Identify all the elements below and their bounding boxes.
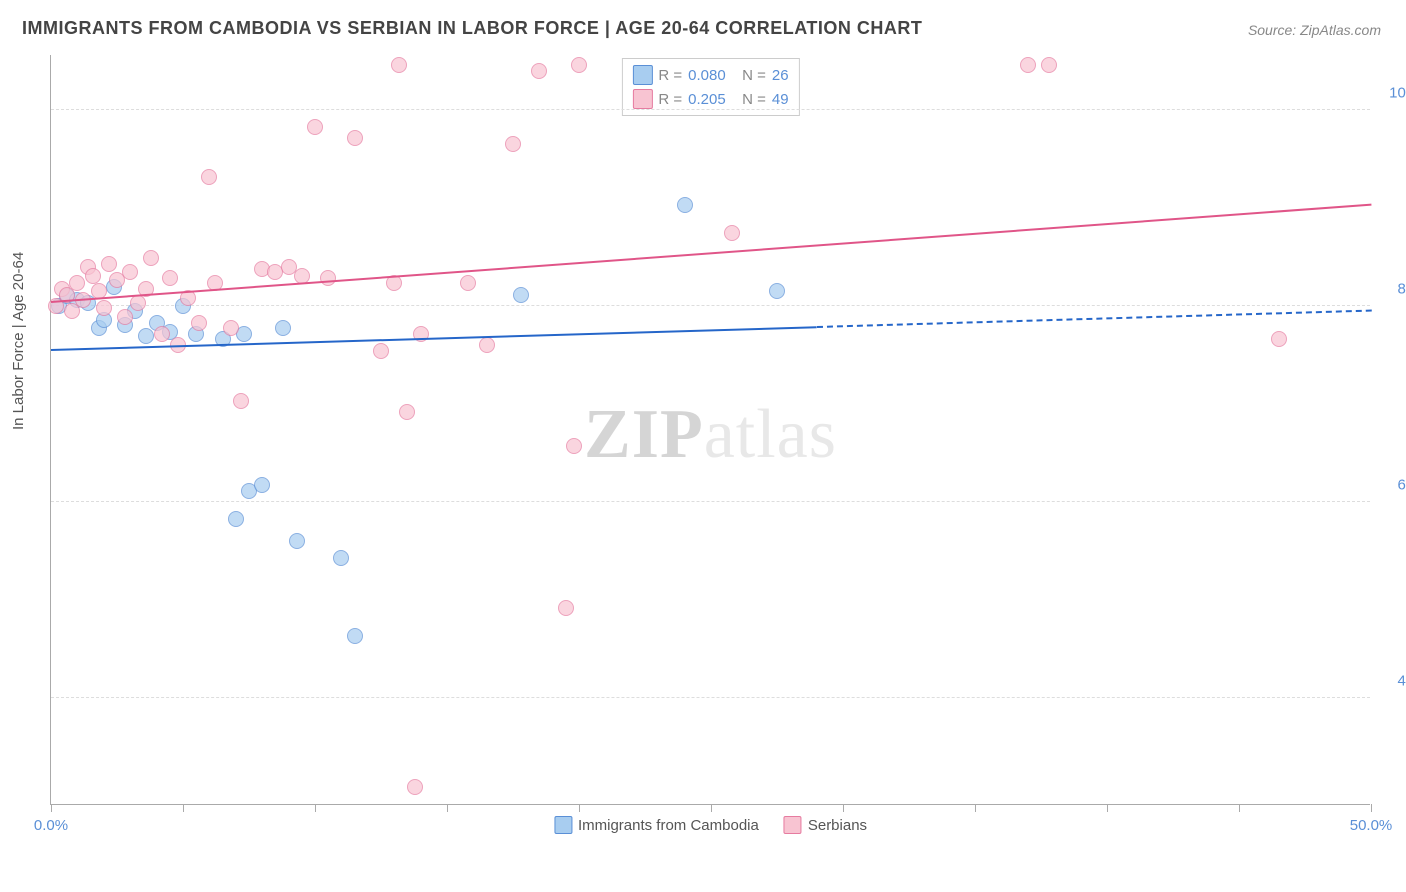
data-point	[373, 343, 389, 359]
data-point	[505, 136, 521, 152]
x-tick	[315, 804, 316, 812]
data-point	[566, 438, 582, 454]
x-tick	[183, 804, 184, 812]
legend-swatch	[784, 816, 802, 834]
y-axis-label: In Labor Force | Age 20-64	[10, 252, 27, 430]
data-point	[1271, 331, 1287, 347]
y-tick-label: 65.0%	[1380, 476, 1406, 493]
data-point	[347, 628, 363, 644]
x-tick	[579, 804, 580, 812]
x-tick	[51, 804, 52, 812]
x-tick	[1107, 804, 1108, 812]
correlation-legend: R = 0.080 N = 26 R = 0.205 N = 49	[621, 58, 799, 116]
legend-r-label: R =	[658, 91, 682, 108]
data-point	[347, 130, 363, 146]
data-point	[460, 275, 476, 291]
data-point	[254, 477, 270, 493]
legend-n-value: 49	[772, 91, 789, 108]
y-tick-label: 100.0%	[1380, 84, 1406, 101]
y-tick-label: 47.5%	[1380, 672, 1406, 689]
data-point	[154, 326, 170, 342]
data-point	[320, 270, 336, 286]
x-tick	[843, 804, 844, 812]
legend-series-label: Immigrants from Cambodia	[578, 817, 759, 834]
legend-r-label: R =	[658, 67, 682, 84]
y-tick-label: 82.5%	[1380, 280, 1406, 297]
source-attribution: Source: ZipAtlas.com	[1248, 22, 1381, 38]
chart-plot-area: ZIPatlas R =0.080N =26R =0.205N =49 Immi…	[50, 55, 1370, 805]
data-point	[1041, 57, 1057, 73]
trend-line	[51, 203, 1371, 302]
data-point	[479, 337, 495, 353]
x-tick-label: 0.0%	[34, 817, 68, 834]
watermark: ZIPatlas	[584, 395, 837, 475]
legend-n-label: N =	[742, 67, 766, 84]
data-point	[275, 320, 291, 336]
data-point	[228, 511, 244, 527]
data-point	[391, 57, 407, 73]
series-legend: Immigrants from Cambodia Serbians	[554, 816, 867, 834]
legend-series-item: Serbians	[784, 816, 867, 834]
legend-swatch	[554, 816, 572, 834]
data-point	[191, 315, 207, 331]
data-point	[233, 393, 249, 409]
x-tick-label: 50.0%	[1350, 817, 1393, 834]
gridline	[51, 501, 1370, 502]
legend-r-value: 0.205	[688, 91, 736, 108]
data-point	[96, 300, 112, 316]
data-point	[307, 119, 323, 135]
data-point	[558, 600, 574, 616]
data-point	[223, 320, 239, 336]
x-tick	[447, 804, 448, 812]
data-point	[724, 225, 740, 241]
data-point	[513, 287, 529, 303]
data-point	[101, 256, 117, 272]
legend-series-label: Serbians	[808, 817, 867, 834]
legend-r-value: 0.080	[688, 67, 736, 84]
data-point	[201, 169, 217, 185]
legend-n-label: N =	[742, 91, 766, 108]
data-point	[117, 309, 133, 325]
data-point	[407, 779, 423, 795]
data-point	[143, 250, 159, 266]
legend-n-value: 26	[772, 67, 789, 84]
legend-swatch	[632, 65, 652, 85]
chart-title: IMMIGRANTS FROM CAMBODIA VS SERBIAN IN L…	[22, 18, 922, 39]
data-point	[677, 197, 693, 213]
data-point	[69, 275, 85, 291]
data-point	[333, 550, 349, 566]
data-point	[399, 404, 415, 420]
x-tick	[711, 804, 712, 812]
data-point	[289, 533, 305, 549]
legend-row: R = 0.205 N = 49	[632, 87, 788, 111]
x-tick	[975, 804, 976, 812]
legend-series-item: Immigrants from Cambodia	[554, 816, 759, 834]
data-point	[162, 270, 178, 286]
gridline	[51, 697, 1370, 698]
gridline	[51, 109, 1370, 110]
legend-swatch	[632, 89, 652, 109]
gridline	[51, 305, 1370, 306]
legend-row: R = 0.080 N = 26	[632, 63, 788, 87]
data-point	[138, 328, 154, 344]
data-point	[122, 264, 138, 280]
data-point	[769, 283, 785, 299]
data-point	[85, 268, 101, 284]
trend-line	[817, 309, 1371, 327]
x-tick	[1239, 804, 1240, 812]
data-point	[571, 57, 587, 73]
data-point	[1020, 57, 1036, 73]
data-point	[531, 63, 547, 79]
x-tick	[1371, 804, 1372, 812]
